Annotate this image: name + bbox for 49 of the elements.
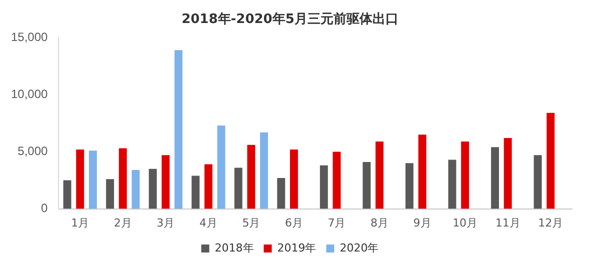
y-tick-label: 0 (41, 201, 48, 216)
bar (405, 163, 414, 209)
bar (204, 164, 212, 209)
bar (88, 150, 97, 209)
legend-label: 2019年 (277, 241, 316, 254)
bar (132, 170, 140, 209)
x-tick-label: 6月 (284, 216, 303, 230)
bar (290, 149, 298, 209)
bar (461, 141, 470, 209)
bar (418, 134, 426, 209)
bar (247, 144, 256, 209)
x-tick-label: 1月 (71, 216, 90, 230)
y-tick-label: 5,000 (18, 144, 48, 158)
x-tick-label: 9月 (413, 216, 432, 230)
bar (192, 176, 200, 209)
x-tick-label: 2月 (114, 216, 132, 230)
chart-title: 2018年-2020年5月三元前驱体出口 (182, 12, 398, 28)
x-tick-label: 3月 (156, 216, 175, 230)
bar (234, 168, 242, 209)
bar (362, 162, 371, 209)
y-tick-label: 10,000 (11, 86, 48, 101)
bar (118, 148, 127, 209)
bar (546, 112, 555, 209)
bar (277, 178, 286, 209)
bar (63, 180, 72, 209)
bar (76, 149, 84, 209)
x-tick-label: 10月 (452, 216, 478, 230)
bar (148, 168, 157, 209)
bar (106, 179, 114, 209)
bar (448, 160, 456, 209)
x-tick-label: 8月 (370, 216, 389, 230)
x-tick-label: 12月 (538, 216, 564, 230)
bar (376, 141, 384, 209)
y-tick-label: 15,000 (11, 30, 48, 44)
x-tick-label: 7月 (328, 216, 346, 230)
legend-label: 2020年 (340, 241, 379, 254)
bar (320, 165, 328, 209)
bar (504, 138, 512, 209)
bar (491, 147, 499, 209)
x-tick-label: 11月 (495, 216, 520, 230)
bar (260, 132, 268, 209)
bar (217, 125, 226, 209)
bar (174, 50, 182, 209)
bar (162, 155, 170, 209)
x-tick-label: 4月 (199, 216, 218, 230)
bar (332, 152, 341, 209)
bar (534, 155, 542, 209)
legend-label: 2018年 (214, 241, 254, 254)
x-tick-label: 5月 (242, 216, 260, 230)
